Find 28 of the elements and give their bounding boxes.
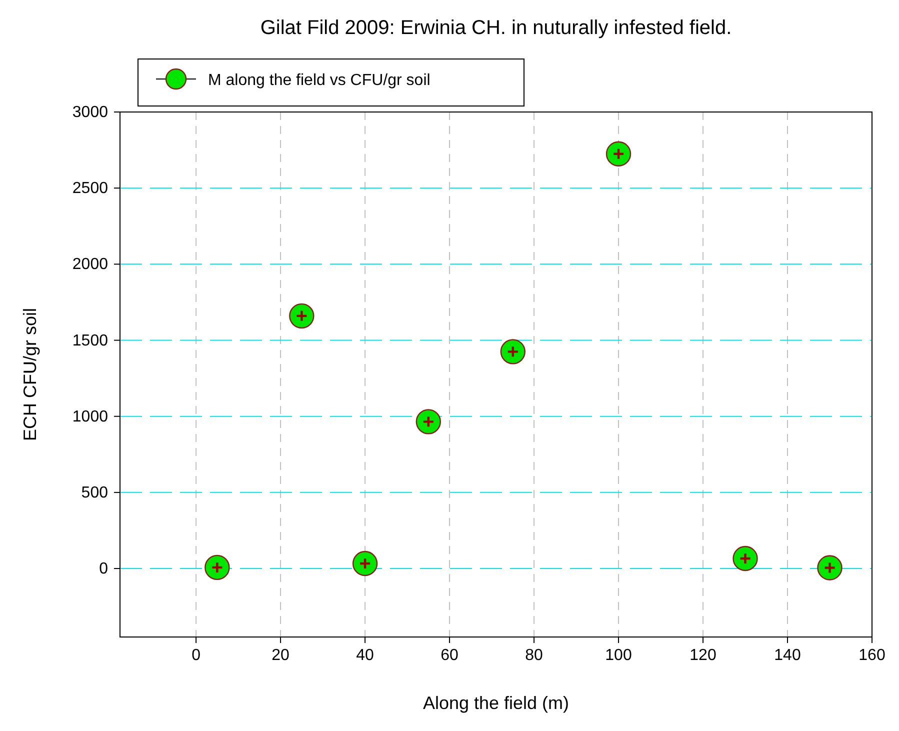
point: [500, 339, 526, 364]
y-tick-label: 500: [81, 484, 108, 502]
y-tick-label: 2500: [72, 180, 108, 198]
y-tick-label: 1000: [72, 408, 108, 426]
legend-label: M along the field vs CFU/gr soil: [208, 72, 430, 89]
x-tick-label: 140: [774, 647, 801, 664]
point: [289, 303, 314, 329]
point: [606, 141, 632, 166]
y-axis-title: ECH CFU/gr soil: [20, 308, 40, 442]
x-tick-label: 100: [605, 647, 632, 664]
x-tick-label: 160: [858, 647, 886, 664]
y-tick-label: 3000: [72, 104, 108, 121]
x-tick-label: 120: [690, 647, 716, 664]
chart-title: Gilat Fild 2009: Erwinia CH. in nuturally infested field.: [260, 17, 732, 39]
y-tick-label: 2000: [72, 256, 108, 274]
y-tick-label: 1500: [72, 332, 108, 350]
x-tick-label: 80: [525, 647, 544, 664]
x-tick-label: 20: [272, 647, 290, 664]
point: [416, 409, 442, 434]
x-axis-title: Along the field (m): [422, 693, 570, 713]
x-tick-label: 0: [192, 647, 201, 664]
point: [732, 546, 758, 572]
y-tick-label: 0: [99, 560, 108, 578]
x-tick-label: 60: [440, 647, 459, 664]
point: [204, 554, 230, 580]
x-tick-label: 40: [356, 647, 374, 664]
point: [352, 550, 378, 576]
point: [817, 555, 842, 580]
